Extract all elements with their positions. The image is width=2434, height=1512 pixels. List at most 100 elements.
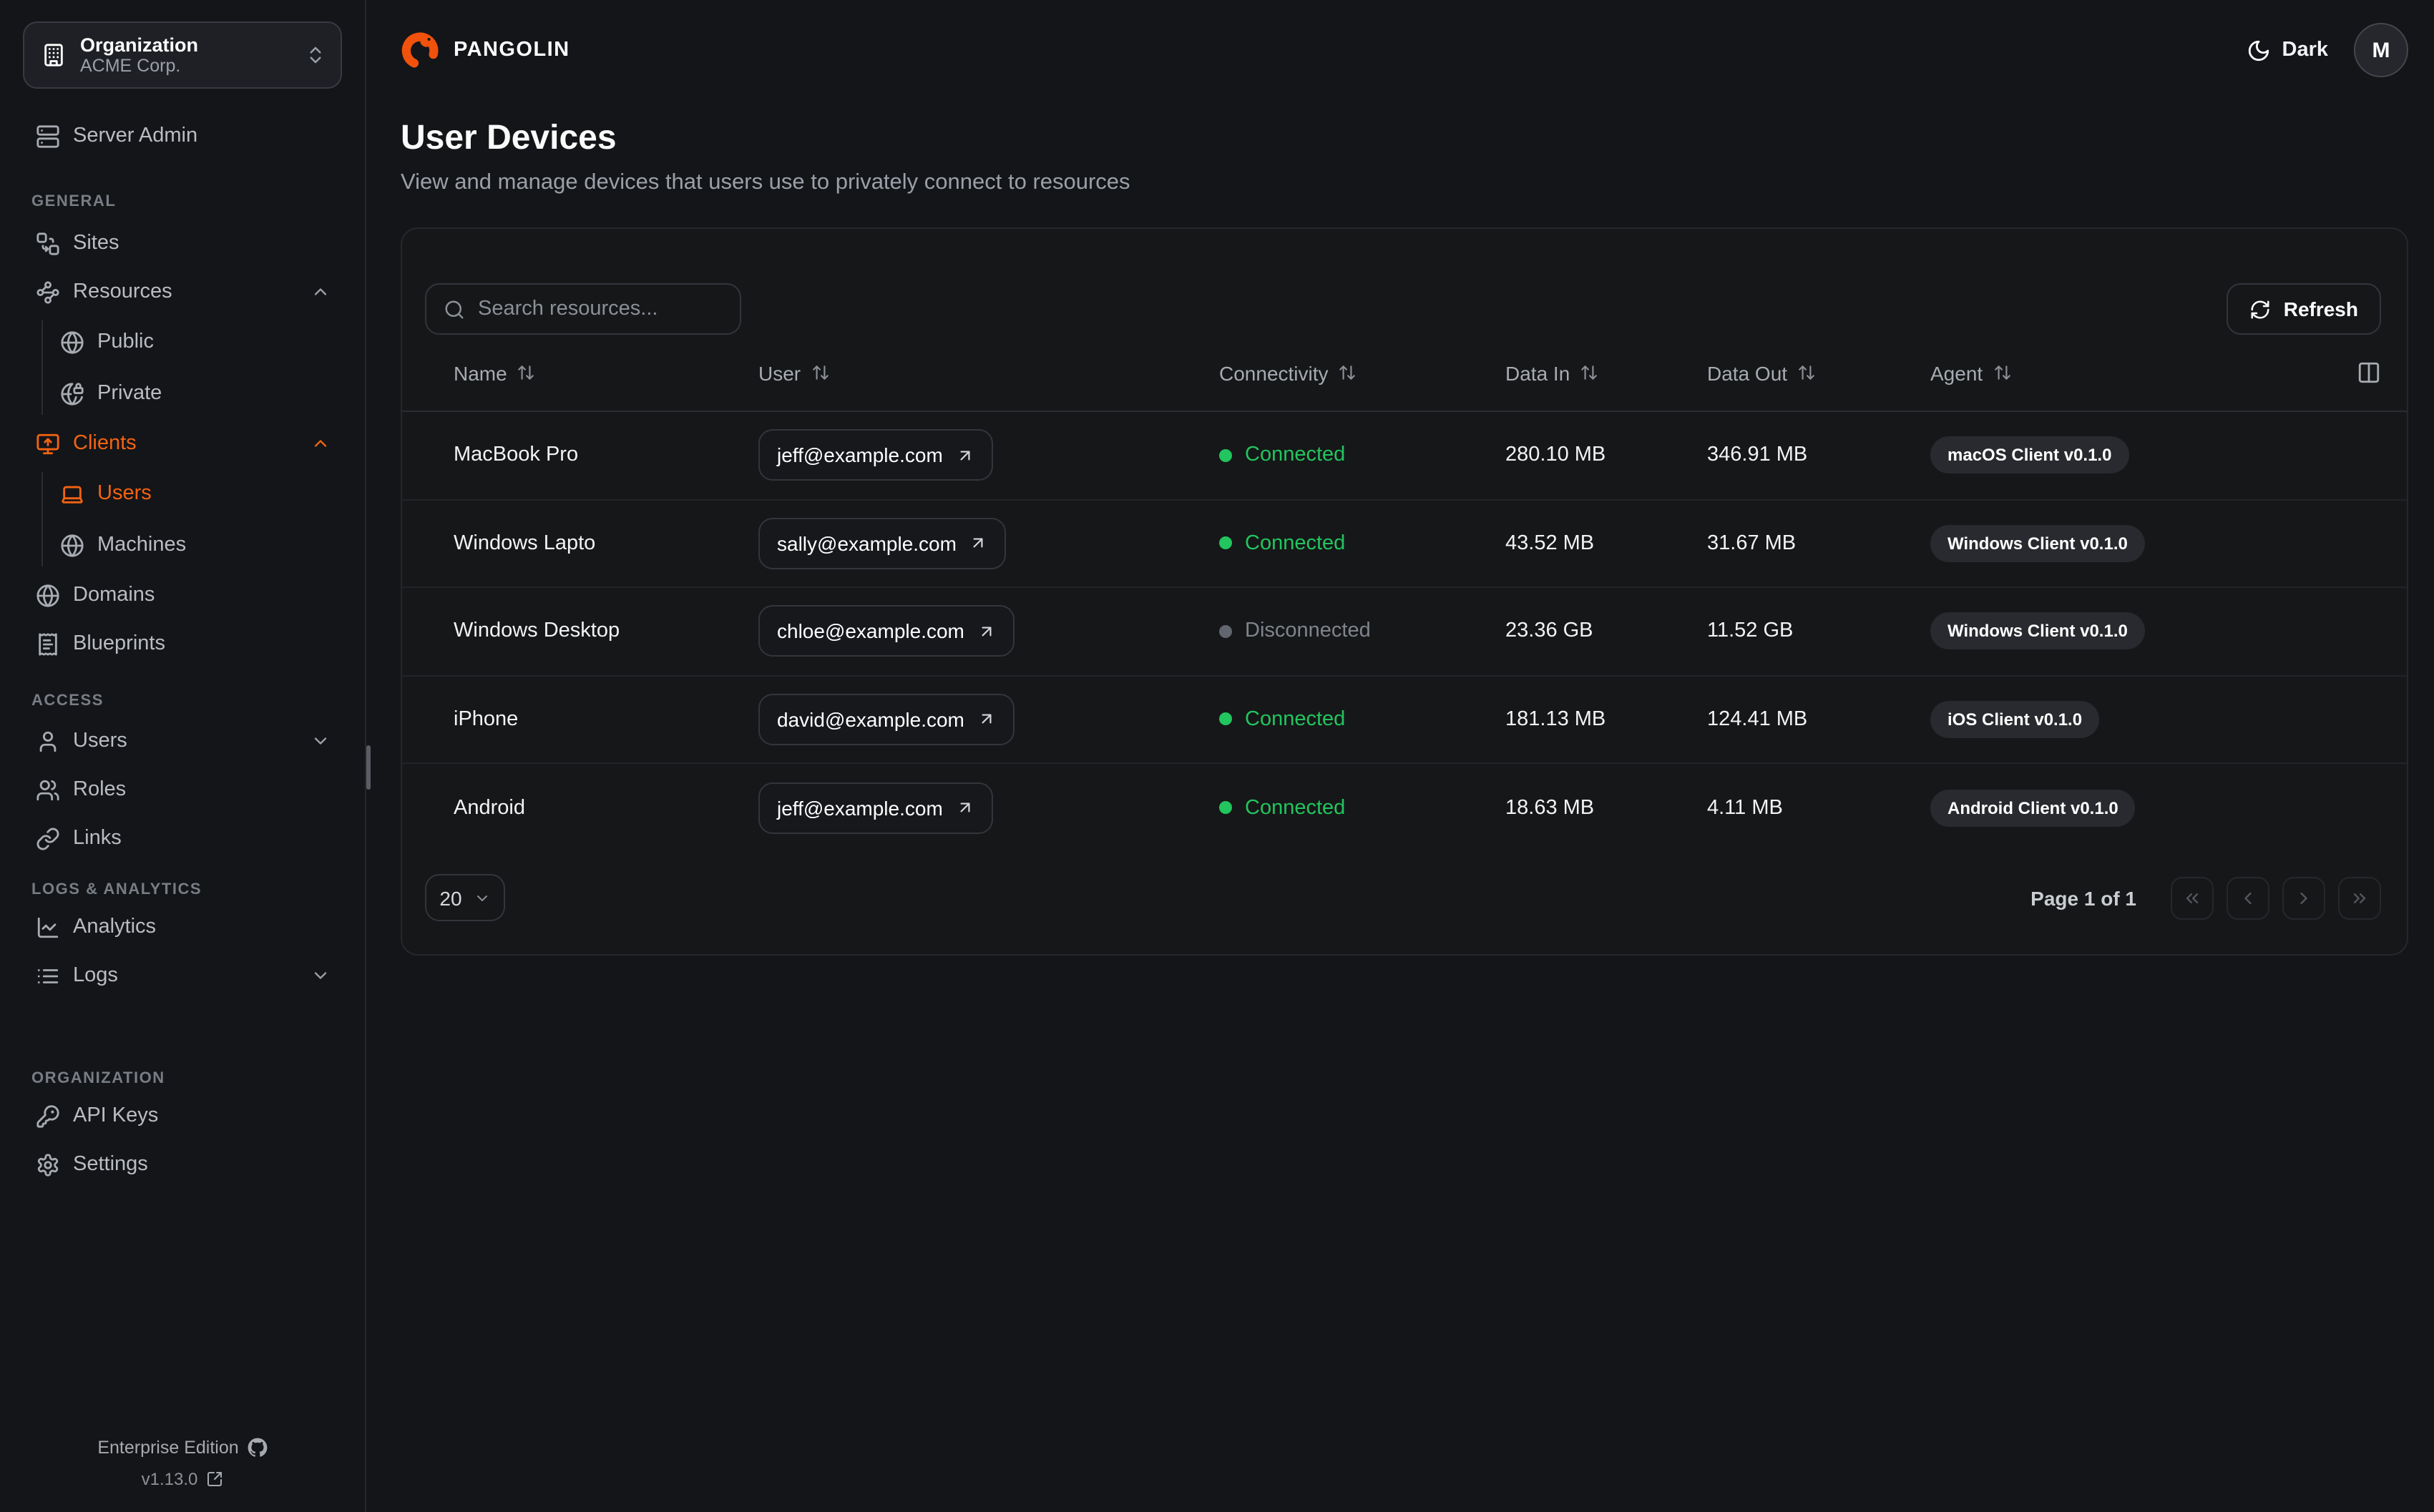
arrow-up-right-icon xyxy=(977,710,996,729)
monitor-up-icon xyxy=(36,431,60,456)
column-header-agent[interactable]: Agent xyxy=(1930,361,2341,384)
sidebar-item-machines[interactable]: Machines xyxy=(23,519,342,571)
connectivity-status: Disconnected xyxy=(1193,620,1480,643)
user-link[interactable]: jeff@example.com xyxy=(758,429,993,481)
prev-page-button[interactable] xyxy=(2227,876,2269,919)
sort-icon xyxy=(1993,363,2011,382)
user-icon xyxy=(36,729,60,753)
globe-icon xyxy=(60,330,84,354)
connectivity-status: Connected xyxy=(1193,708,1480,731)
avatar[interactable]: M xyxy=(2354,23,2408,77)
chevron-down-icon xyxy=(311,966,331,986)
page-size-value: 20 xyxy=(439,886,462,909)
page-size-select[interactable]: 20 xyxy=(425,874,505,921)
device-name: iPhone xyxy=(454,707,519,731)
sidebar-item-label: Analytics xyxy=(73,915,157,938)
user-link[interactable]: jeff@example.com xyxy=(758,782,993,834)
column-header-data-in[interactable]: Data In xyxy=(1505,361,1681,384)
sidebar-item-domains[interactable]: Domains xyxy=(23,571,342,619)
first-page-button[interactable] xyxy=(2171,876,2214,919)
connectivity-status: Connected xyxy=(1193,797,1480,820)
column-header-user[interactable]: User xyxy=(758,361,1193,384)
data-in-value: 280.10 MB xyxy=(1505,443,1606,467)
avatar-initial: M xyxy=(2372,38,2390,62)
sidebar-item-label: Sites xyxy=(73,232,119,255)
theme-toggle[interactable]: Dark xyxy=(2247,38,2329,62)
list-icon xyxy=(36,963,60,988)
sidebar-item-private[interactable]: Private xyxy=(23,368,342,419)
table-row: Windows Lapto sally@example.com Connected 4… xyxy=(402,500,2407,588)
edition-label: Enterprise Edition xyxy=(97,1438,239,1458)
user-link[interactable]: david@example.com xyxy=(758,693,1015,745)
sidebar-item-label: Users xyxy=(73,730,127,752)
sidebar-item-label: Public xyxy=(97,330,154,353)
chevron-down-icon xyxy=(311,731,331,751)
brand[interactable]: PANGOLIN xyxy=(401,30,570,70)
sidebar-item-public[interactable]: Public xyxy=(23,316,342,368)
sidebar-item-links[interactable]: Links xyxy=(23,814,342,863)
external-link-icon[interactable] xyxy=(206,1471,223,1488)
column-header-name[interactable]: Name xyxy=(454,361,733,384)
sidebar-item-label: Users xyxy=(97,482,152,505)
sidebar-item-resources[interactable]: Resources xyxy=(23,267,342,316)
table-row: MacBook Pro jeff@example.com Connected 280.… xyxy=(402,412,2407,500)
page-subtitle: View and manage devices that users use t… xyxy=(401,170,1130,195)
server-icon xyxy=(60,533,84,557)
sidebar-item-label: Settings xyxy=(73,1153,148,1176)
sidebar-item-users[interactable]: Users xyxy=(23,468,342,519)
sidebar-item-label: Domains xyxy=(73,584,155,607)
resources-icon xyxy=(36,280,60,304)
github-icon[interactable] xyxy=(248,1438,268,1458)
table-body: MacBook Pro jeff@example.com Connected 280.… xyxy=(402,412,2407,852)
sidebar-section-label: ACCESS xyxy=(31,692,104,710)
sidebar-resize-handle[interactable] xyxy=(366,745,371,790)
arrow-up-right-icon xyxy=(969,534,988,553)
theme-toggle-label: Dark xyxy=(2282,39,2329,62)
user-link[interactable]: sally@example.com xyxy=(758,517,1007,569)
data-out-value: 11.52 GB xyxy=(1707,619,1794,643)
sidebar-item-api-keys[interactable]: API Keys xyxy=(23,1091,342,1140)
arrow-up-right-icon xyxy=(956,799,974,818)
sidebar-item-roles[interactable]: Roles xyxy=(23,765,342,814)
sidebar-item-users[interactable]: Users xyxy=(23,717,342,765)
devices-card: Refresh Name User Connectivity Data In Data … xyxy=(401,227,2408,956)
refresh-button[interactable]: Refresh xyxy=(2226,283,2381,335)
sidebar-item-logs[interactable]: Logs xyxy=(23,951,342,1000)
search-input[interactable] xyxy=(478,298,723,320)
arrow-up-right-icon xyxy=(956,446,974,465)
sidebar-item-server-admin[interactable]: Server Admin xyxy=(23,112,342,160)
sidebar-footer: Enterprise Edition v1.13.0 xyxy=(0,1433,365,1512)
sidebar-section-label: GENERAL xyxy=(31,193,117,210)
table-row: Android jeff@example.com Connected 18.63 MB… xyxy=(402,764,2407,852)
gear-icon xyxy=(36,1152,60,1177)
column-visibility-button[interactable] xyxy=(2341,360,2381,385)
next-page-button[interactable] xyxy=(2282,876,2325,919)
sidebar: Organization ACME Corp. Server Admin GEN… xyxy=(0,0,371,1512)
user-link[interactable]: chloe@example.com xyxy=(758,605,1015,657)
sidebar-item-blueprints[interactable]: Blueprints xyxy=(23,619,342,668)
org-switcher[interactable]: Organization ACME Corp. xyxy=(23,21,342,89)
sort-icon xyxy=(1797,363,1816,382)
sidebar-item-settings[interactable]: Settings xyxy=(23,1140,342,1189)
users-icon xyxy=(36,777,60,802)
sidebar-nav: Server Admin GENERAL Sites Resources Public… xyxy=(0,89,365,1433)
data-out-value: 124.41 MB xyxy=(1707,707,1808,731)
sidebar-item-sites[interactable]: Sites xyxy=(23,219,342,267)
sidebar-item-label: Resources xyxy=(73,280,172,303)
connectivity-status: Connected xyxy=(1193,532,1480,555)
last-page-button[interactable] xyxy=(2338,876,2381,919)
sidebar-item-clients[interactable]: Clients xyxy=(23,419,342,468)
column-header-data-out[interactable]: Data Out xyxy=(1707,361,1905,384)
org-switcher-labels: Organization ACME Corp. xyxy=(80,34,290,77)
key-icon xyxy=(36,1104,60,1128)
receipt-icon xyxy=(36,632,60,656)
version-label[interactable]: v1.13.0 xyxy=(141,1469,198,1489)
sort-icon xyxy=(811,363,829,382)
sidebar-item-label: API Keys xyxy=(73,1104,159,1127)
sidebar-item-analytics[interactable]: Analytics xyxy=(23,903,342,951)
arrow-up-right-icon xyxy=(977,622,996,641)
refresh-icon xyxy=(2249,298,2271,320)
table-footer: 20 Page 1 of 1 xyxy=(402,874,2407,954)
column-header-connectivity[interactable]: Connectivity xyxy=(1219,361,1480,384)
agent-badge: iOS Client v0.1.0 xyxy=(1930,700,2100,738)
